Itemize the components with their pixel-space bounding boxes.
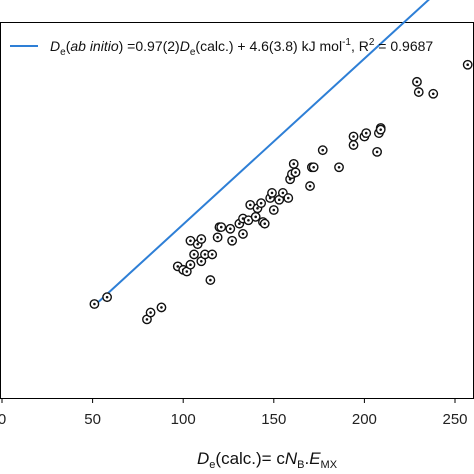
data-point-center	[200, 259, 203, 263]
data-point-center	[192, 253, 196, 256]
data-point-center	[263, 222, 267, 225]
data-point-center	[229, 227, 232, 231]
data-point-center	[241, 232, 245, 236]
data-point-center	[196, 242, 199, 246]
data-point-center	[259, 201, 263, 205]
data-point-center	[210, 253, 214, 256]
data-point-center	[230, 239, 234, 243]
data-point-center	[200, 237, 203, 241]
data-point-center	[160, 306, 163, 309]
data-point-center	[294, 171, 297, 174]
fit-line	[93, 0, 430, 307]
x-tick-label: 250	[442, 411, 467, 428]
data-point-center	[364, 131, 368, 135]
data-point-center	[241, 217, 245, 220]
data-point-center	[308, 184, 312, 188]
plot-area: 0 50 100 150 200 250	[0, 0, 474, 428]
data-point-center	[189, 263, 192, 266]
data-point-center	[209, 278, 212, 282]
x-tick-label: 200	[352, 411, 377, 428]
x-tick-label: 150	[261, 411, 286, 428]
data-point-center	[254, 215, 257, 219]
data-point-center	[93, 302, 96, 306]
data-point-center	[321, 148, 325, 152]
x-tick-label: 100	[171, 411, 196, 428]
data-point-center	[352, 135, 355, 138]
data-point-center	[145, 318, 149, 321]
data-point-center	[281, 191, 285, 195]
data-point-center	[149, 311, 152, 314]
data-point-center	[431, 92, 435, 96]
data-point-center	[337, 165, 341, 169]
data-point-center	[292, 162, 296, 166]
data-point-center	[312, 165, 315, 169]
data-point-center	[466, 63, 469, 67]
data-point-center	[352, 143, 355, 147]
data-point-center	[203, 253, 207, 256]
data-point-center	[105, 295, 109, 299]
plot-frame	[0, 22, 474, 399]
data-point-center	[270, 191, 274, 195]
data-point-center	[277, 198, 281, 202]
data-point-center	[248, 203, 252, 207]
data-point-center	[256, 206, 259, 210]
data-point-center	[247, 218, 250, 222]
data-point-center	[189, 239, 192, 243]
data-point-center	[216, 236, 219, 239]
x-tick-label: 50	[84, 411, 101, 428]
x-tick-label: 0	[0, 411, 6, 428]
data-point-center	[375, 150, 379, 154]
legend-text: De(ab initio) =0.97(2)De(calc.) + 4.6(3.…	[50, 37, 433, 58]
data-point-center	[379, 128, 383, 131]
data-point-center	[286, 196, 290, 200]
x-axis-label: De(calc.)= cNB.EMX	[197, 449, 338, 471]
data-point-center	[415, 80, 419, 84]
data-point-center	[176, 265, 180, 268]
data-point-center	[417, 90, 421, 94]
data-point-center	[272, 208, 276, 212]
data-point-center	[219, 225, 223, 229]
data-point-center	[238, 222, 241, 225]
legend: De(ab initio) =0.97(2)De(calc.) + 4.6(3.…	[10, 37, 433, 58]
data-point-center	[185, 270, 189, 273]
